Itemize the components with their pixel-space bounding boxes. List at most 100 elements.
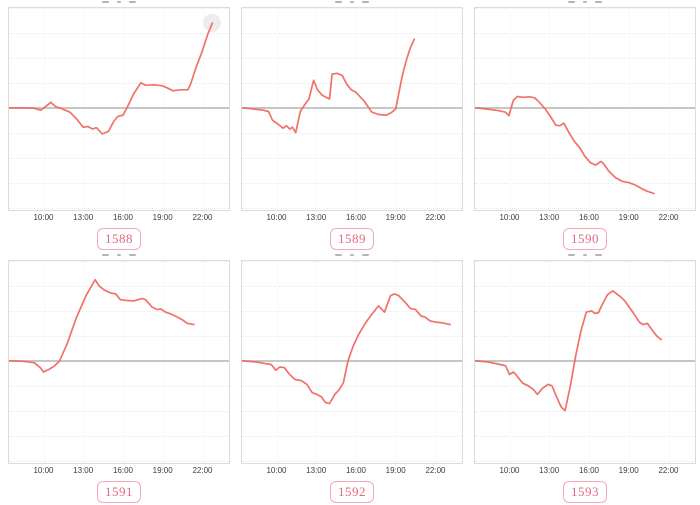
cropped-title-fragment: [568, 254, 575, 256]
series-path: [475, 95, 655, 195]
cropped-title-fragment: [117, 1, 121, 3]
h-gridline: [9, 261, 229, 262]
h-gridline: [475, 460, 695, 462]
x-tick-label: 13:00: [306, 213, 327, 222]
chart-plot-area[interactable]: [8, 260, 230, 464]
h-gridline: [9, 310, 229, 312]
x-tick-label: 10:00: [266, 213, 287, 222]
h-gridline: [242, 8, 462, 9]
chart-id-badge[interactable]: 1589: [330, 227, 374, 250]
x-axis-labels: 10:00 13:00 16:00 19:00 22:00: [241, 213, 463, 225]
chart-id-badge[interactable]: 1592: [330, 480, 374, 503]
cropped-title-fragment: [362, 254, 369, 256]
cropped-title-fragment: [350, 1, 354, 3]
zero-baseline: [9, 106, 229, 109]
h-gridline: [242, 285, 462, 287]
zero-baseline: [242, 359, 462, 362]
v-gridline: [316, 261, 318, 463]
chart-plot-area[interactable]: [241, 260, 463, 464]
x-tick-label: 13:00: [73, 213, 94, 222]
chart-cell: 10:00 13:00 16:00 19:00 22:00 1588: [8, 0, 230, 251]
chart-plot-area[interactable]: [474, 7, 696, 211]
cropped-chart-title: [8, 253, 230, 256]
series-path: [242, 38, 416, 134]
h-gridline: [9, 460, 229, 462]
h-gridline: [242, 32, 462, 34]
cropped-chart-title: [474, 0, 696, 3]
v-gridline: [43, 8, 45, 210]
h-gridline: [475, 57, 695, 59]
chart-plot-area[interactable]: [474, 260, 696, 464]
v-gridline: [356, 261, 357, 463]
chart-id-row: 1589: [241, 226, 463, 251]
cropped-title-fragment: [568, 1, 575, 3]
v-gridline: [395, 261, 397, 463]
chart-id-badge[interactable]: 1588: [97, 227, 141, 250]
cropped-title-fragment: [595, 254, 602, 256]
h-gridline: [242, 310, 462, 312]
line-series: [475, 95, 655, 195]
v-gridline: [276, 261, 278, 463]
zero-baseline: [9, 359, 229, 362]
v-gridline: [509, 261, 511, 463]
h-gridline: [9, 82, 229, 84]
h-gridline: [242, 207, 462, 209]
chart-cell: 10:00 13:00 16:00 19:00 22:00 1589: [241, 0, 463, 251]
chart-plot-area[interactable]: [241, 7, 463, 211]
cropped-chart-title: [474, 253, 696, 256]
zero-baseline: [475, 359, 695, 362]
x-tick-label: 16:00: [345, 466, 367, 475]
h-gridline: [475, 132, 695, 134]
h-gridline: [9, 157, 229, 159]
x-tick-label: 19:00: [152, 213, 173, 222]
x-tick-label: 16:00: [345, 213, 367, 222]
v-gridline: [435, 8, 437, 210]
h-gridline: [475, 310, 695, 312]
v-gridline: [123, 261, 124, 463]
h-gridline: [9, 207, 229, 209]
chart-id-badge[interactable]: 1593: [563, 480, 607, 503]
v-gridline: [549, 8, 551, 210]
series-path: [9, 278, 195, 373]
x-tick-label: 10:00: [33, 466, 54, 475]
h-gridline: [475, 410, 695, 412]
line-series: [9, 278, 195, 373]
chart-id-badge[interactable]: 1590: [563, 227, 607, 250]
h-gridline: [475, 32, 695, 34]
x-tick-label: 16:00: [578, 466, 600, 475]
chart-cell: 10:00 13:00 16:00 19:00 22:00 1591: [8, 253, 230, 504]
series-path: [475, 290, 663, 412]
zero-baseline: [242, 106, 462, 109]
x-axis-labels: 10:00 13:00 16:00 19:00 22:00: [8, 466, 230, 478]
chart-cell: 10:00 13:00 16:00 19:00 22:00 1593: [474, 253, 696, 504]
h-gridline: [242, 182, 462, 184]
v-gridline: [316, 8, 318, 210]
v-gridline: [435, 261, 437, 463]
cropped-title-fragment: [350, 254, 354, 256]
cropped-title-fragment: [129, 254, 136, 256]
line-series: [9, 22, 214, 135]
x-tick-label: 10:00: [33, 213, 54, 222]
v-gridline: [83, 8, 85, 210]
h-gridline: [9, 435, 229, 437]
x-tick-label: 19:00: [618, 466, 639, 475]
chart-id-badge[interactable]: 1591: [97, 480, 141, 503]
cropped-title-fragment: [335, 254, 342, 256]
v-gridline: [43, 261, 45, 463]
x-tick-label: 10:00: [499, 213, 520, 222]
h-gridline: [9, 285, 229, 287]
h-gridline: [475, 285, 695, 287]
x-tick-label: 22:00: [658, 466, 679, 475]
v-gridline: [202, 261, 204, 463]
v-gridline: [589, 8, 590, 210]
v-gridline: [628, 261, 630, 463]
v-gridline: [123, 8, 124, 210]
x-tick-label: 10:00: [266, 466, 287, 475]
line-series: [242, 38, 416, 134]
h-gridline: [475, 8, 695, 9]
x-tick-label: 13:00: [539, 466, 560, 475]
chart-cell: 10:00 13:00 16:00 19:00 22:00 1590: [474, 0, 696, 251]
chart-plot-area[interactable]: [8, 7, 230, 211]
v-gridline: [668, 8, 670, 210]
